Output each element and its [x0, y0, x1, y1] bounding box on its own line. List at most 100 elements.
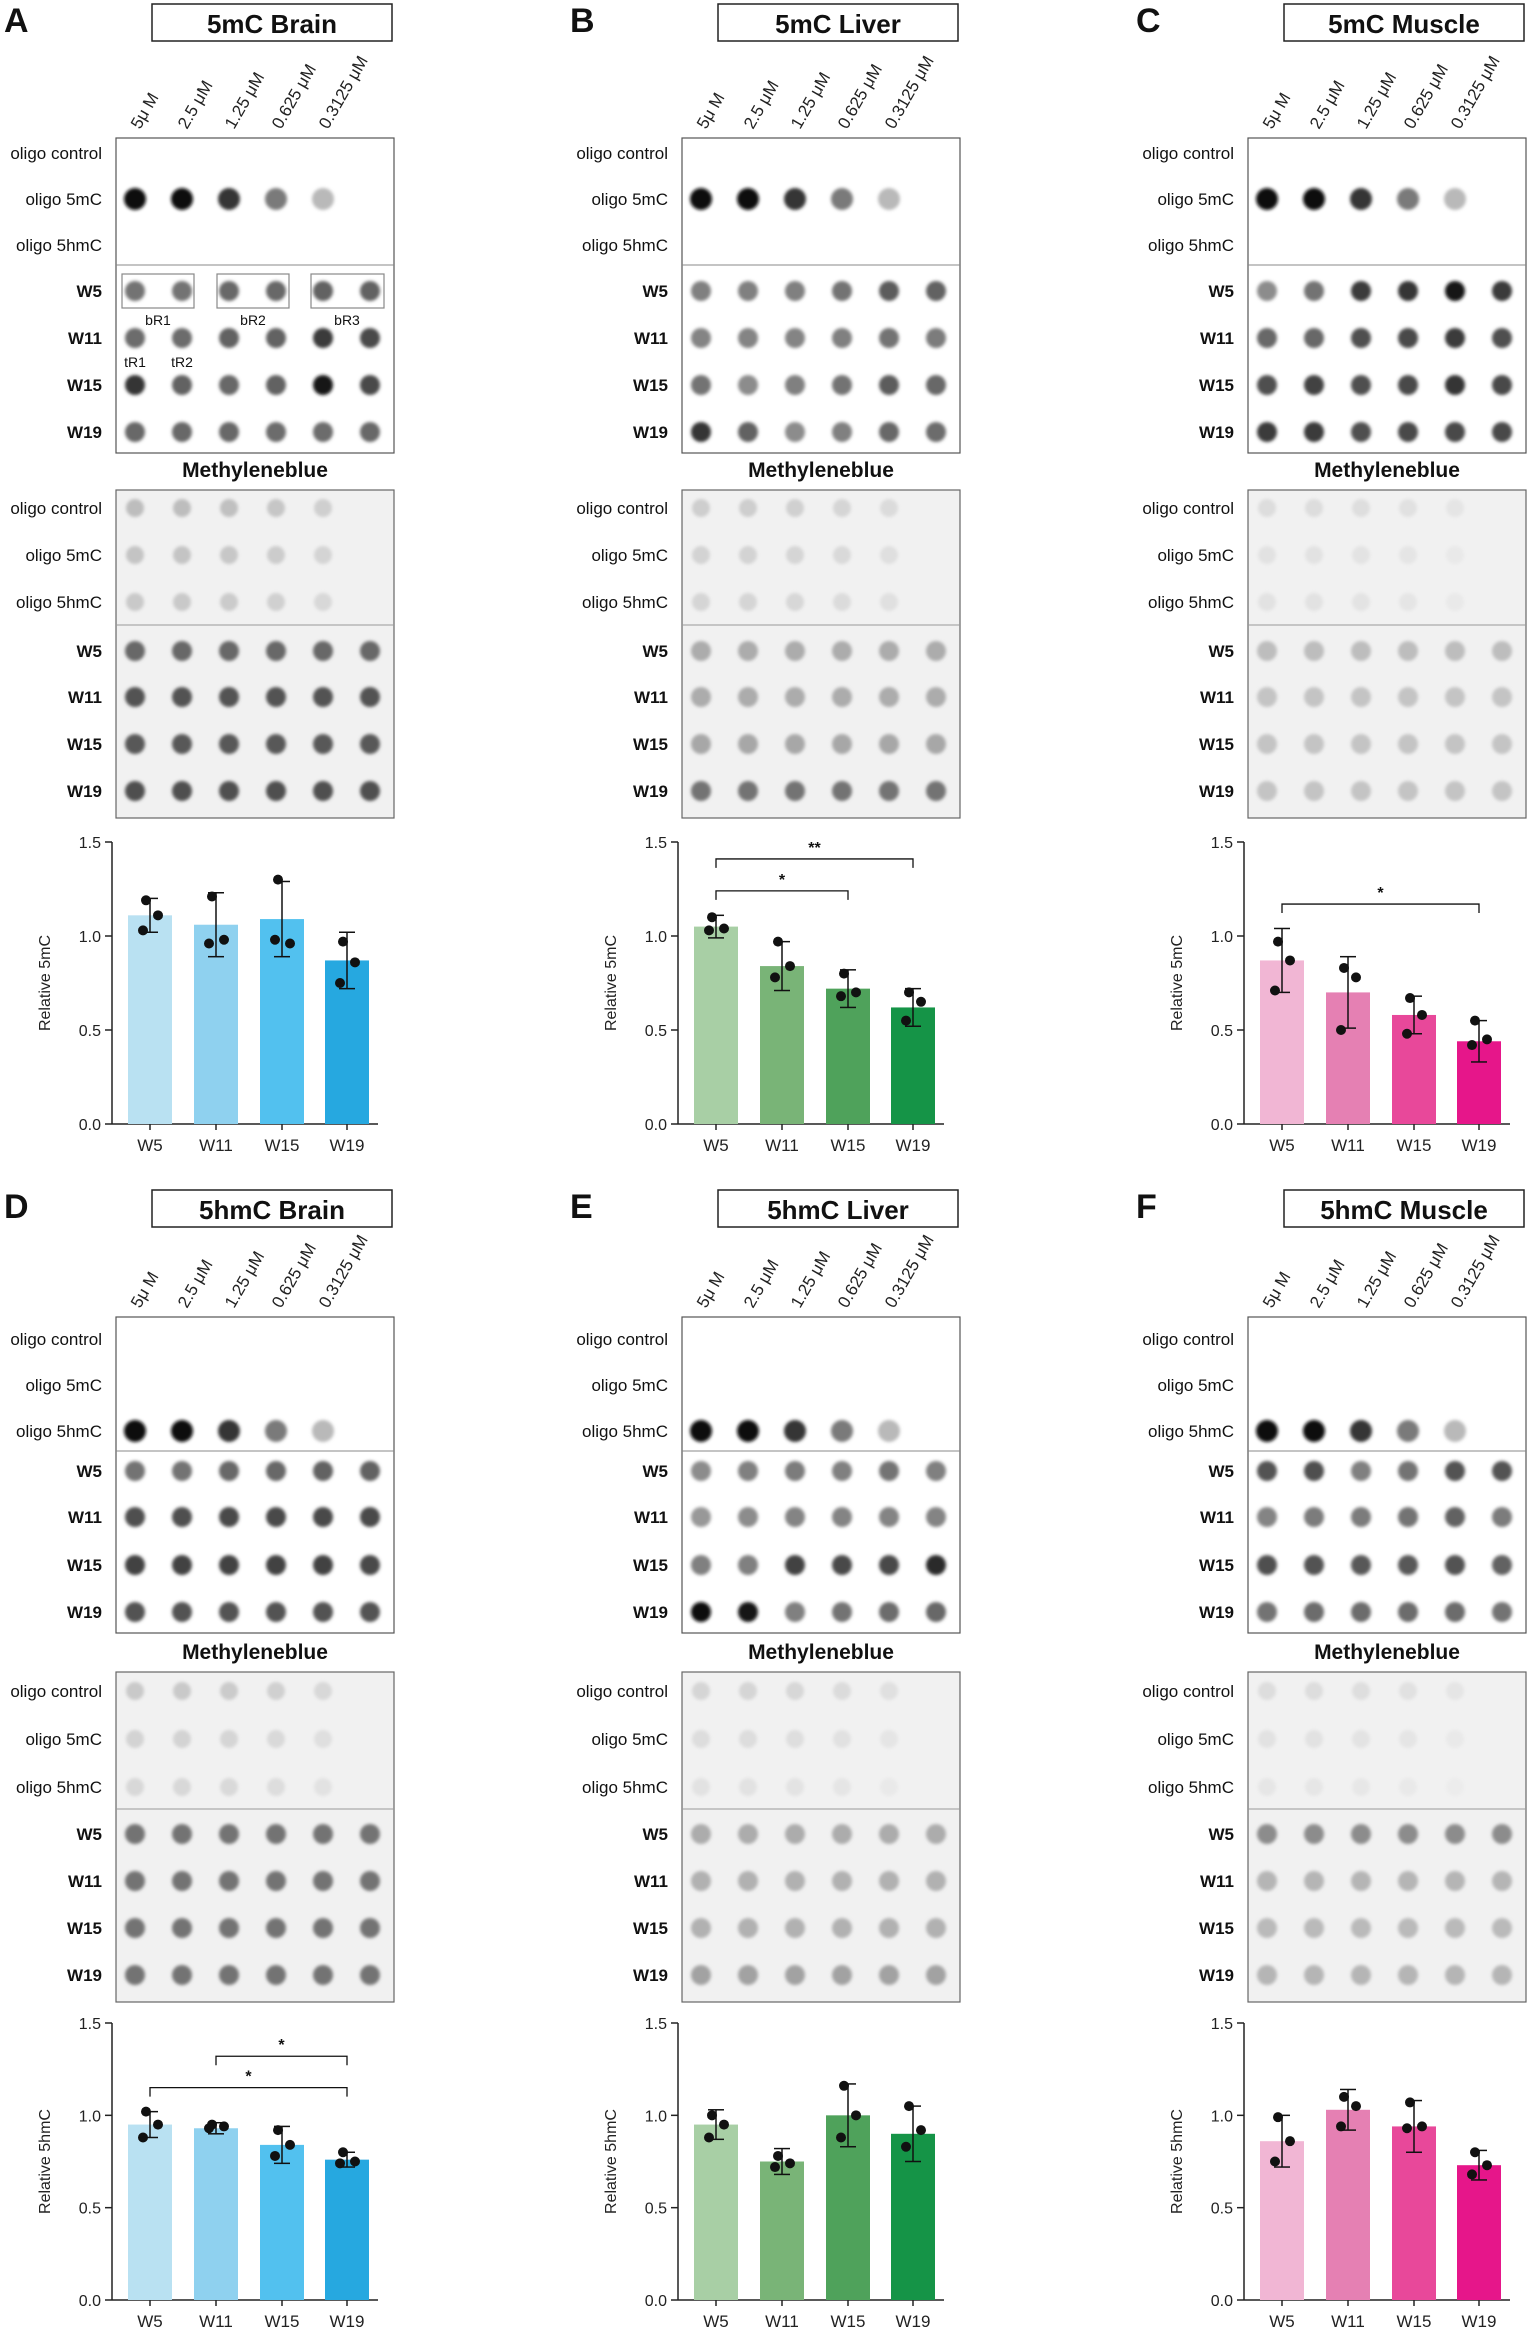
blot-dot: [738, 328, 758, 348]
conc-label: 1.25 μM: [1353, 69, 1400, 132]
blot-dot: [1445, 1555, 1465, 1575]
data-point: [1285, 2136, 1295, 2147]
data-point: [1273, 2112, 1283, 2123]
panel-c: C 5mC Muscle 5μ M 2.5 μM 1.25 μM 0.625 μM0.31…: [1136, 2, 1527, 1155]
significance-bracket: [149, 2086, 348, 2097]
mb-dot: [1257, 1918, 1277, 1938]
blot-dot: [360, 1461, 380, 1481]
blot-dot: [1304, 1461, 1324, 1481]
blot-dot: [125, 1555, 145, 1575]
blot-dot: [879, 375, 899, 395]
y-tick-label: 1.5: [1211, 835, 1233, 852]
mb-dot: [126, 1730, 144, 1748]
mb-dot: [1304, 687, 1324, 707]
row-label: oligo 5hmC: [16, 593, 102, 612]
mb-dot: [1492, 734, 1512, 754]
x-tick-label: W19: [330, 1136, 365, 1155]
mb-dot: [1445, 1918, 1465, 1938]
data-point: [1339, 962, 1349, 973]
mb-dot: [1304, 734, 1324, 754]
data-point: [904, 2101, 914, 2112]
row-label: W11: [1200, 1508, 1234, 1527]
blot-dot: [219, 281, 239, 301]
mb-dot: [313, 1965, 333, 1985]
y-axis-label: Relative 5hmC: [1169, 2109, 1186, 2214]
panel-title: 5hmC Muscle: [1320, 1195, 1488, 1225]
data-point: [901, 1015, 911, 1026]
data-point: [285, 938, 295, 949]
bar: [694, 2124, 738, 2300]
panel-f: F 5hmC Muscle 5μ M 2.5 μM 1.25 μM 0.625 μM0.3…: [1136, 1188, 1527, 2327]
replicate-label: bR1: [145, 312, 171, 328]
mb-dot: [738, 687, 758, 707]
row-label: oligo control: [10, 144, 102, 163]
conc-label: 2.5 μM: [174, 1256, 217, 1311]
bar: [194, 924, 238, 1124]
blot-dot: [1257, 1555, 1277, 1575]
mb-dot: [1351, 687, 1371, 707]
mb-dot: [172, 734, 192, 754]
blot-dot: [1351, 328, 1371, 348]
x-tick-label: W15: [831, 1136, 866, 1155]
mb-dot: [360, 1871, 380, 1891]
blot-dot: [1445, 1507, 1465, 1527]
mb-dot: [879, 1965, 899, 1985]
mb-dot: [1305, 1682, 1323, 1700]
blot-dot: [737, 1420, 759, 1442]
blot-dot: [1492, 1555, 1512, 1575]
mb-dot: [739, 1778, 757, 1796]
data-point: [773, 2150, 783, 2161]
x-tick-label: W11: [199, 1136, 233, 1155]
row-label: oligo control: [576, 144, 668, 163]
mb-dot: [267, 1682, 285, 1700]
data-point: [1402, 1028, 1412, 1039]
row-label: oligo 5hmC: [582, 593, 668, 612]
mb-dot: [126, 546, 144, 564]
data-point: [1405, 2097, 1415, 2108]
data-point: [141, 895, 151, 906]
mb-dot: [1351, 1824, 1371, 1844]
blot-dot: [172, 281, 192, 301]
mb-dot: [1305, 499, 1323, 517]
mb-dot: [833, 1778, 851, 1796]
row-label: W5: [1209, 642, 1235, 661]
replicate-box: [121, 273, 195, 309]
mb-dot: [173, 1682, 191, 1700]
mb-dot: [125, 734, 145, 754]
blot-dot: [125, 328, 145, 348]
y-tick-label: 1.5: [645, 835, 667, 852]
blot-dot: [172, 1555, 192, 1575]
mb-dot: [360, 1965, 380, 1985]
mb-dot: [219, 734, 239, 754]
row-label: W15: [67, 735, 102, 754]
mb-dot: [1398, 1918, 1418, 1938]
blot-dot: [738, 1602, 758, 1622]
mb-dot: [926, 1965, 946, 1985]
conc-label: 0.625 μM: [834, 61, 886, 132]
blot-dot: [878, 188, 900, 210]
mb-dot: [219, 781, 239, 801]
data-point: [1336, 1025, 1346, 1035]
methyleneblue-title: Methyleneblue: [748, 459, 894, 482]
mb-dot: [1257, 1871, 1277, 1891]
conc-label: 0.3125 μM: [1447, 1232, 1504, 1311]
data-point: [204, 2123, 214, 2134]
y-tick-label: 1.0: [1211, 2108, 1233, 2125]
blot-dot: [926, 281, 946, 301]
row-label: W15: [67, 1556, 102, 1575]
blot-dot: [831, 1420, 853, 1442]
blot-dot: [360, 1602, 380, 1622]
y-tick-label: 0.0: [645, 1117, 667, 1134]
row-label: oligo 5hmC: [1148, 593, 1234, 612]
mb-dot: [691, 1824, 711, 1844]
row-label: oligo control: [576, 1330, 668, 1349]
blot-dot: [785, 328, 805, 348]
blot-frame: [1247, 1316, 1527, 1634]
y-tick-label: 1.0: [79, 2108, 101, 2125]
conc-label: 0.625 μM: [268, 1240, 320, 1311]
mb-dot: [739, 1730, 757, 1748]
mb-dot: [1398, 1965, 1418, 1985]
title-box: [151, 1189, 393, 1228]
blot-dot: [124, 1420, 146, 1442]
mb-dot: [739, 1682, 757, 1700]
